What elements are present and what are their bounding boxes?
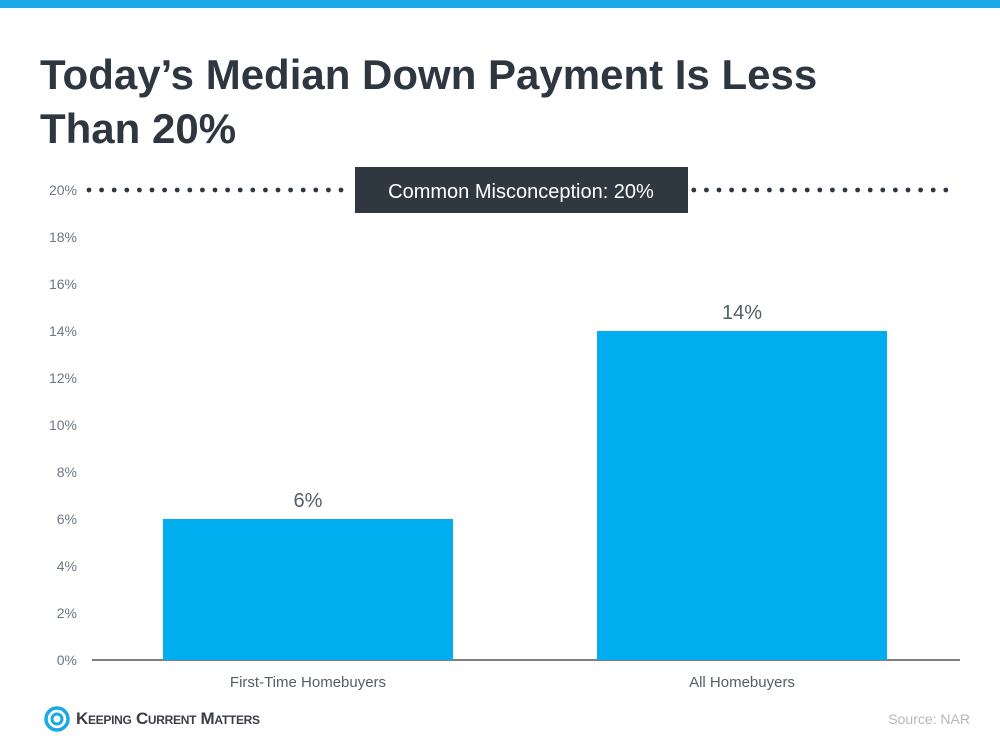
reference-dot [855,187,860,193]
bar-2 [597,331,887,660]
y-tick-label: 18% [49,229,77,245]
reference-dot [754,187,760,193]
reference-dot [288,187,293,193]
reference-dot [111,187,117,193]
y-tick-label: 10% [49,417,77,433]
reference-dot [767,187,772,193]
reference-dot [716,187,722,193]
reference-dot [99,187,104,193]
reference-dot [313,187,319,193]
reference-dot [817,187,823,193]
reference-dot [741,187,747,193]
reference-label-box [355,167,688,213]
reference-dot [162,187,168,193]
reference-dot [300,187,306,193]
reference-dot [918,187,923,193]
reference-dot [905,187,911,193]
swirl-logo-icon [44,706,70,732]
y-tick-label: 0% [57,652,77,668]
chart-title: Today’s Median Down Payment Is Less Than… [40,51,818,152]
y-tick-label: 8% [57,464,77,480]
reference-label: Common Misconception: 20% [388,181,654,203]
y-tick-label: 20% [49,182,77,198]
x-category-label: First-Time Homebuyers [230,674,386,691]
y-tick-label: 12% [49,370,77,386]
data-label: 6% [294,490,323,512]
reference-dot [225,187,231,193]
data-label: 14% [722,302,762,324]
reference-dot [187,187,193,193]
reference-dot [729,187,734,193]
reference-dot [86,187,92,193]
reference-dot [212,187,218,193]
top-accent-bar [0,0,1000,8]
reference-dot [338,187,344,193]
source-note: Source: NAR [888,711,970,727]
y-tick-label: 14% [49,323,77,339]
reference-dot [943,187,949,193]
reference-dot [174,187,180,193]
reference-dot [704,187,709,193]
reference-dot [326,187,331,193]
reference-dot [250,187,256,193]
y-tick-label: 16% [49,276,77,292]
reference-dot [830,187,835,193]
reference-dot [880,187,886,193]
reference-dot [149,187,155,193]
brand-name: Keeping Current Matters [76,709,260,728]
y-tick-label: 2% [57,605,77,621]
reference-dot [691,187,697,193]
y-tick-label: 6% [57,511,77,527]
reference-dot [779,187,785,193]
bar-1 [163,519,453,660]
reference-dot [275,187,281,193]
reference-dot [124,187,130,193]
y-tick-label: 4% [57,558,77,574]
reference-dot [842,187,848,193]
reference-dot [200,187,205,193]
brand-logo: Keeping Current Matters [44,706,260,732]
x-category-label: All Homebuyers [689,674,795,691]
reference-dot [930,187,936,193]
reference-dot [893,187,898,193]
reference-dot [792,187,797,193]
reference-dot [263,187,268,193]
reference-dot [867,187,873,193]
reference-dot [237,187,243,193]
reference-dot [804,187,810,193]
reference-dot [137,187,142,193]
